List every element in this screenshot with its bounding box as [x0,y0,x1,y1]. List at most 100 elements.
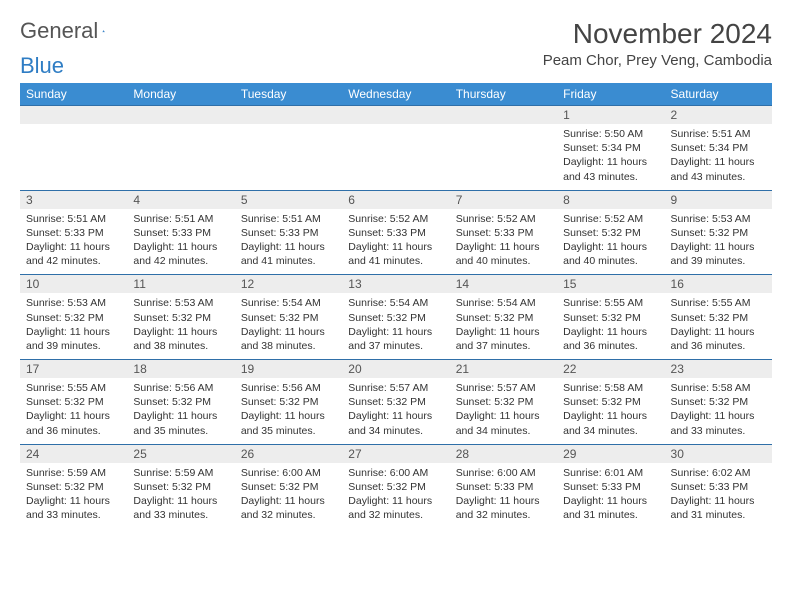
day-content-cell [235,124,342,190]
daylight-line: Daylight: 11 hours and 32 minutes. [241,494,336,522]
sunset-line: Sunset: 5:33 PM [456,226,551,240]
day-number-cell: 30 [665,444,772,463]
sunset-line: Sunset: 5:33 PM [348,226,443,240]
sunrise-line: Sunrise: 5:51 AM [671,127,766,141]
logo-text-1: General [20,18,98,44]
day-content-cell: Sunrise: 5:52 AMSunset: 5:33 PMDaylight:… [342,209,449,275]
day-number-row: 10111213141516 [20,275,772,294]
sunset-line: Sunset: 5:32 PM [671,226,766,240]
day-number-cell: 9 [665,190,772,209]
day-content-cell: Sunrise: 6:00 AMSunset: 5:32 PMDaylight:… [342,463,449,529]
day-content-cell: Sunrise: 5:58 AMSunset: 5:32 PMDaylight:… [665,378,772,444]
day-header: Sunday [20,83,127,106]
day-content-cell [450,124,557,190]
day-number-cell: 18 [127,360,234,379]
sunset-line: Sunset: 5:33 PM [456,480,551,494]
month-title: November 2024 [543,18,772,50]
sunrise-line: Sunrise: 5:56 AM [133,381,228,395]
sunset-line: Sunset: 5:32 PM [456,395,551,409]
day-number-cell [450,106,557,125]
logo-text-2: Blue [20,53,64,79]
day-number-cell: 1 [557,106,664,125]
daylight-line: Daylight: 11 hours and 40 minutes. [456,240,551,268]
day-header: Tuesday [235,83,342,106]
day-content-cell: Sunrise: 5:51 AMSunset: 5:33 PMDaylight:… [235,209,342,275]
sunrise-line: Sunrise: 5:58 AM [563,381,658,395]
daylight-line: Daylight: 11 hours and 42 minutes. [26,240,121,268]
day-number-cell: 27 [342,444,449,463]
sunset-line: Sunset: 5:33 PM [241,226,336,240]
daylight-line: Daylight: 11 hours and 34 minutes. [456,409,551,437]
day-header: Wednesday [342,83,449,106]
daylight-line: Daylight: 11 hours and 41 minutes. [241,240,336,268]
day-number-cell: 10 [20,275,127,294]
day-number-cell [235,106,342,125]
daylight-line: Daylight: 11 hours and 43 minutes. [671,155,766,183]
daylight-line: Daylight: 11 hours and 33 minutes. [26,494,121,522]
sunset-line: Sunset: 5:32 PM [563,226,658,240]
sunrise-line: Sunrise: 5:51 AM [133,212,228,226]
daylight-line: Daylight: 11 hours and 34 minutes. [348,409,443,437]
sunset-line: Sunset: 5:32 PM [671,395,766,409]
daylight-line: Daylight: 11 hours and 33 minutes. [133,494,228,522]
day-content-cell: Sunrise: 5:55 AMSunset: 5:32 PMDaylight:… [557,293,664,359]
day-content-cell: Sunrise: 5:53 AMSunset: 5:32 PMDaylight:… [127,293,234,359]
daylight-line: Daylight: 11 hours and 38 minutes. [133,325,228,353]
day-number-cell: 22 [557,360,664,379]
day-number-cell: 7 [450,190,557,209]
day-content-cell: Sunrise: 5:57 AMSunset: 5:32 PMDaylight:… [342,378,449,444]
sunset-line: Sunset: 5:32 PM [26,311,121,325]
day-content-row: Sunrise: 5:51 AMSunset: 5:33 PMDaylight:… [20,209,772,275]
sunset-line: Sunset: 5:32 PM [133,480,228,494]
day-content-cell: Sunrise: 5:52 AMSunset: 5:33 PMDaylight:… [450,209,557,275]
sunrise-line: Sunrise: 5:52 AM [456,212,551,226]
sunrise-line: Sunrise: 6:01 AM [563,466,658,480]
daylight-line: Daylight: 11 hours and 41 minutes. [348,240,443,268]
day-number-cell: 16 [665,275,772,294]
daylight-line: Daylight: 11 hours and 31 minutes. [671,494,766,522]
day-content-row: Sunrise: 5:59 AMSunset: 5:32 PMDaylight:… [20,463,772,529]
sunrise-line: Sunrise: 5:58 AM [671,381,766,395]
sunrise-line: Sunrise: 5:55 AM [671,296,766,310]
daylight-line: Daylight: 11 hours and 32 minutes. [348,494,443,522]
day-content-cell: Sunrise: 5:59 AMSunset: 5:32 PMDaylight:… [20,463,127,529]
sunrise-line: Sunrise: 5:57 AM [348,381,443,395]
daylight-line: Daylight: 11 hours and 37 minutes. [348,325,443,353]
day-content-row: Sunrise: 5:55 AMSunset: 5:32 PMDaylight:… [20,378,772,444]
sunrise-line: Sunrise: 6:02 AM [671,466,766,480]
day-content-cell: Sunrise: 6:00 AMSunset: 5:32 PMDaylight:… [235,463,342,529]
day-content-cell: Sunrise: 5:58 AMSunset: 5:32 PMDaylight:… [557,378,664,444]
day-number-row: 24252627282930 [20,444,772,463]
day-content-cell: Sunrise: 5:51 AMSunset: 5:34 PMDaylight:… [665,124,772,190]
daylight-line: Daylight: 11 hours and 38 minutes. [241,325,336,353]
daylight-line: Daylight: 11 hours and 36 minutes. [26,409,121,437]
sunrise-line: Sunrise: 5:54 AM [348,296,443,310]
day-content-row: Sunrise: 5:53 AMSunset: 5:32 PMDaylight:… [20,293,772,359]
calendar-table: Sunday Monday Tuesday Wednesday Thursday… [20,83,772,529]
sunrise-line: Sunrise: 5:54 AM [241,296,336,310]
sunrise-line: Sunrise: 5:56 AM [241,381,336,395]
sunrise-line: Sunrise: 5:53 AM [671,212,766,226]
day-content-cell: Sunrise: 5:51 AMSunset: 5:33 PMDaylight:… [20,209,127,275]
sunset-line: Sunset: 5:32 PM [26,395,121,409]
sunset-line: Sunset: 5:34 PM [671,141,766,155]
day-number-cell: 6 [342,190,449,209]
day-content-cell: Sunrise: 5:52 AMSunset: 5:32 PMDaylight:… [557,209,664,275]
day-header: Monday [127,83,234,106]
daylight-line: Daylight: 11 hours and 32 minutes. [456,494,551,522]
day-number-row: 12 [20,106,772,125]
daylight-line: Daylight: 11 hours and 35 minutes. [241,409,336,437]
daylight-line: Daylight: 11 hours and 42 minutes. [133,240,228,268]
day-content-cell: Sunrise: 5:55 AMSunset: 5:32 PMDaylight:… [665,293,772,359]
title-block: November 2024 Peam Chor, Prey Veng, Camb… [543,18,772,69]
sunset-line: Sunset: 5:32 PM [241,311,336,325]
sunset-line: Sunset: 5:32 PM [348,395,443,409]
daylight-line: Daylight: 11 hours and 39 minutes. [26,325,121,353]
day-number-cell: 13 [342,275,449,294]
sunset-line: Sunset: 5:32 PM [133,395,228,409]
sunrise-line: Sunrise: 5:59 AM [26,466,121,480]
day-content-cell: Sunrise: 5:51 AMSunset: 5:33 PMDaylight:… [127,209,234,275]
daylight-line: Daylight: 11 hours and 34 minutes. [563,409,658,437]
sunrise-line: Sunrise: 5:55 AM [563,296,658,310]
day-content-cell: Sunrise: 5:54 AMSunset: 5:32 PMDaylight:… [342,293,449,359]
